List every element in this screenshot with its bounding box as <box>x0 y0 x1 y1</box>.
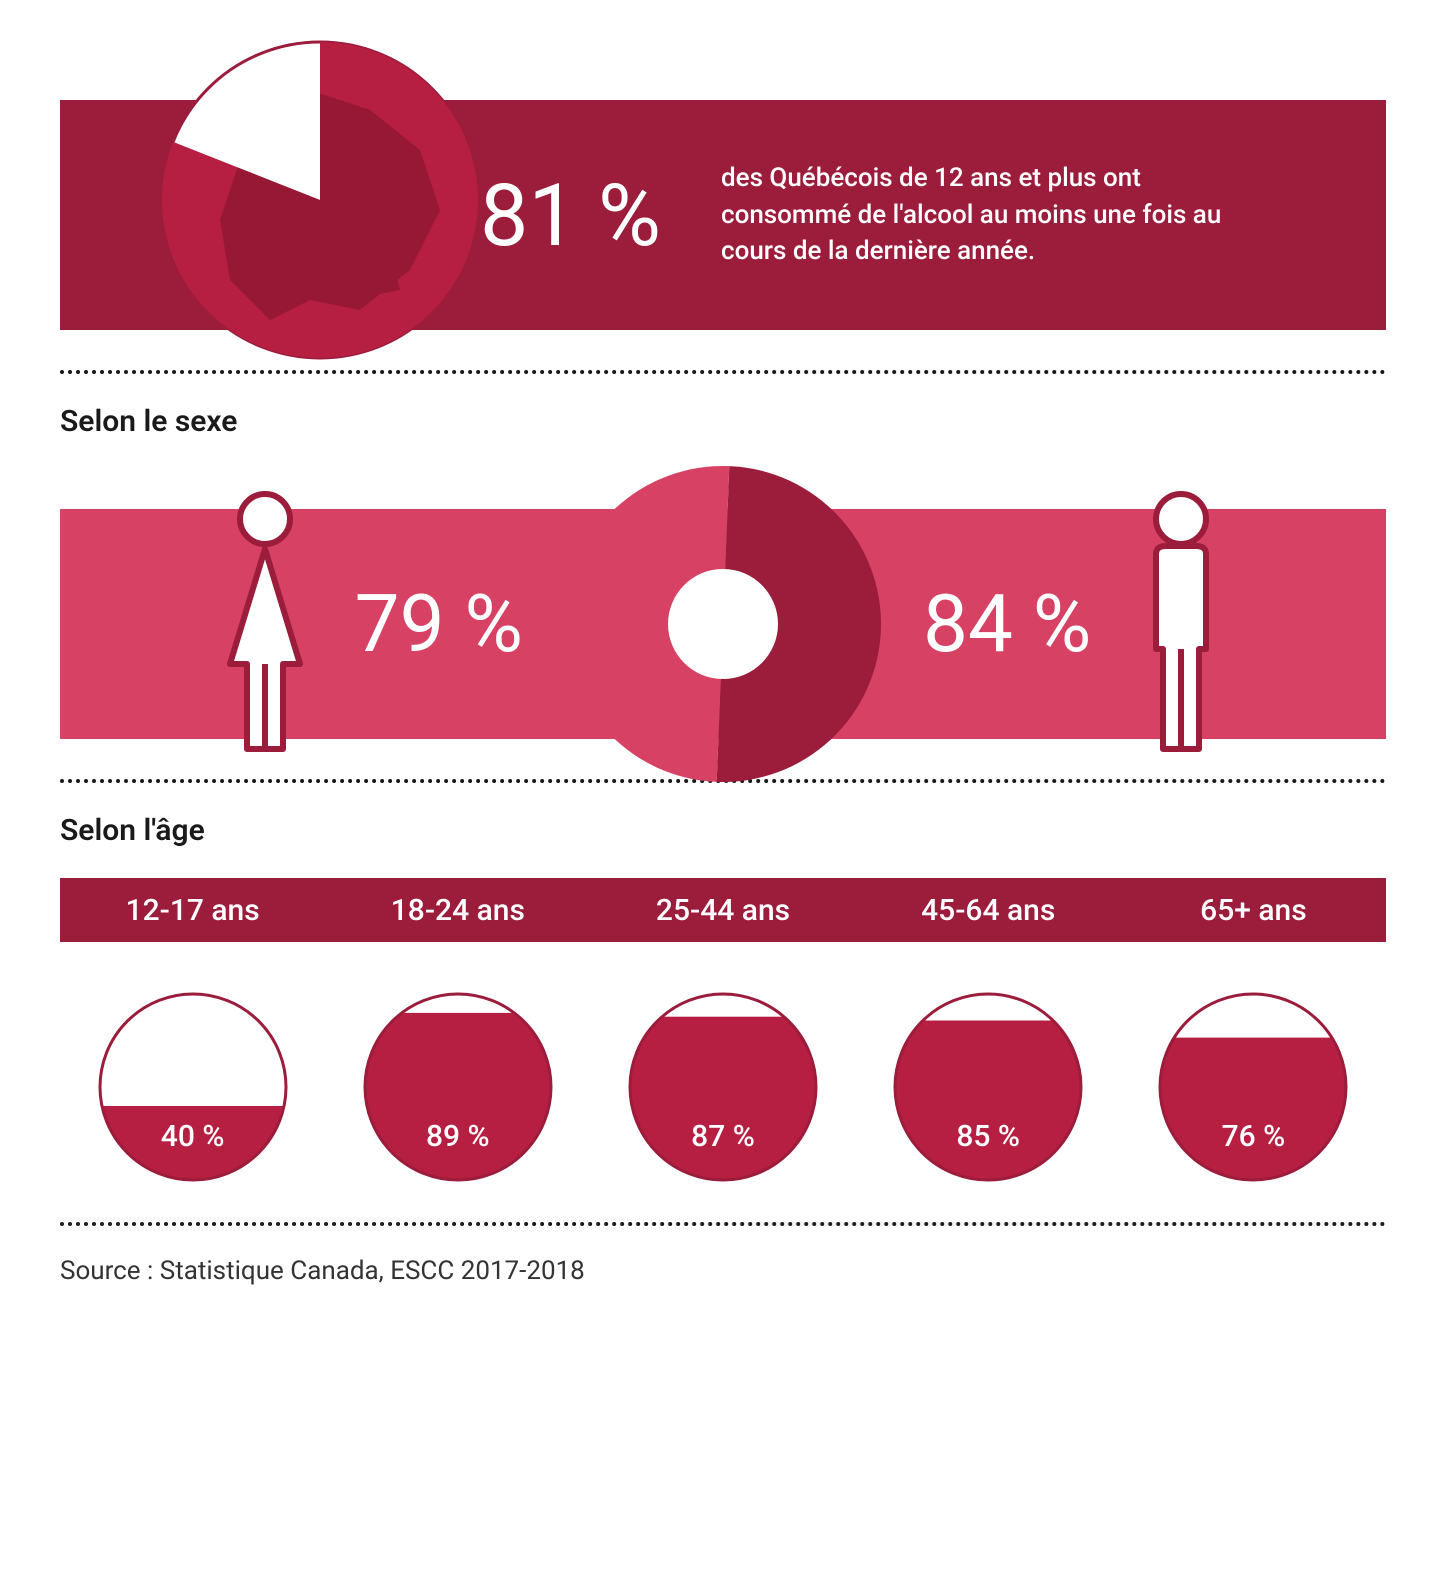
headline-band: 81 % des Québécois de 12 ans et plus ont… <box>60 100 1386 330</box>
source-text: Source : Statistique Canada, ESCC 2017-2… <box>60 1256 1386 1286</box>
age-liquid-circle: 89 % <box>363 992 553 1182</box>
age-header-cell: 12-17 ans <box>60 893 325 928</box>
by-age-section: Selon l'âge 12-17 ans18-24 ans25-44 ans4… <box>60 813 1386 1182</box>
headline-pie <box>160 40 480 360</box>
age-header-row: 12-17 ans18-24 ans25-44 ans45-64 ans65+ … <box>60 878 1386 942</box>
age-header-cell: 25-44 ans <box>590 893 855 928</box>
by-sex-band: 79 % 84 % <box>60 509 1386 739</box>
age-header-cell: 65+ ans <box>1121 893 1386 928</box>
age-percent-label: 89 % <box>363 1119 553 1154</box>
age-percent-label: 76 % <box>1158 1119 1348 1154</box>
age-circle-cell: 76 % <box>1121 992 1386 1182</box>
age-circle-cell: 89 % <box>325 992 590 1182</box>
age-circle-cell: 40 % <box>60 992 325 1182</box>
age-header-cell: 45-64 ans <box>856 893 1121 928</box>
female-percent: 79 % <box>355 577 523 671</box>
age-percent-label: 85 % <box>893 1119 1083 1154</box>
headline-description: des Québécois de 12 ans et plus ont cons… <box>721 160 1241 269</box>
age-circle-cell: 85 % <box>856 992 1121 1182</box>
age-liquid-circle: 40 % <box>98 992 288 1182</box>
age-header-cell: 18-24 ans <box>325 893 590 928</box>
headline-section: 81 % des Québécois de 12 ans et plus ont… <box>60 100 1386 330</box>
headline-percent: 81 % <box>480 165 661 266</box>
sex-donut <box>563 464 883 784</box>
male-percent: 84 % <box>923 577 1091 671</box>
age-percent-label: 40 % <box>98 1119 288 1154</box>
age-liquid-circle: 85 % <box>893 992 1083 1182</box>
by-age-title: Selon l'âge <box>60 813 1386 848</box>
age-circles-row: 40 % 89 % 87 % 85 % 76 % <box>60 992 1386 1182</box>
divider <box>60 1222 1386 1226</box>
female-icon <box>205 484 325 764</box>
age-liquid-circle: 87 % <box>628 992 818 1182</box>
age-percent-label: 87 % <box>628 1119 818 1154</box>
age-liquid-circle: 76 % <box>1158 992 1348 1182</box>
by-sex-title: Selon le sexe <box>60 404 1386 439</box>
male-icon <box>1121 484 1241 764</box>
by-sex-section: Selon le sexe 79 % 84 % <box>60 404 1386 739</box>
age-circle-cell: 87 % <box>590 992 855 1182</box>
divider <box>60 370 1386 374</box>
